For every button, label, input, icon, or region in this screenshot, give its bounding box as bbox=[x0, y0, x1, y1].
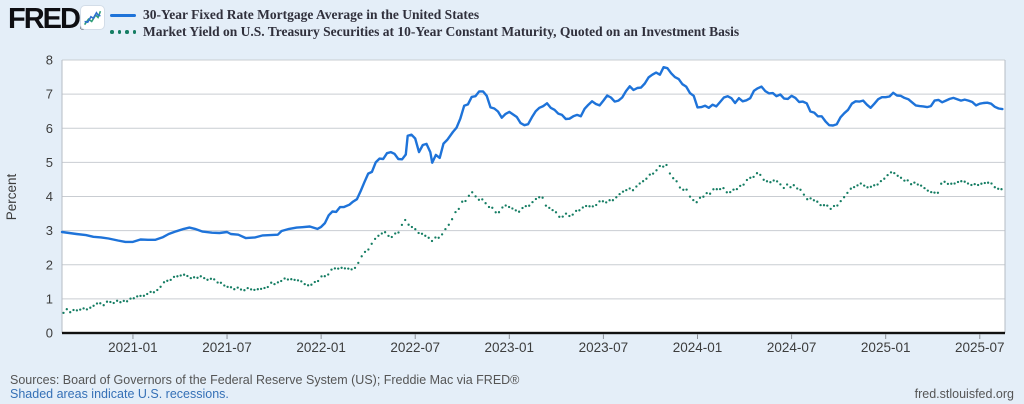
y-axis-title: Percent bbox=[4, 173, 19, 220]
fred-logo-text: FRED bbox=[8, 3, 81, 35]
y-tick-label: 7 bbox=[46, 87, 53, 102]
y-tick-label: 5 bbox=[46, 155, 53, 170]
x-tick-label: 2021-01 bbox=[108, 340, 158, 355]
y-tick-label: 8 bbox=[46, 53, 53, 68]
y-tick-label: 6 bbox=[46, 121, 53, 136]
mortgage-line-series bbox=[60, 65, 1004, 244]
y-tick-label: 3 bbox=[46, 223, 53, 238]
legend-item-mortgage: 30-Year Fixed Rate Mortgage Average in t… bbox=[110, 7, 739, 23]
y-tick-label: 1 bbox=[46, 291, 53, 306]
x-tick-label: 2022-07 bbox=[390, 340, 440, 355]
x-tick-label: 2024-07 bbox=[767, 340, 817, 355]
solid-line-swatch bbox=[110, 13, 136, 17]
x-tick-label: 2025-01 bbox=[861, 340, 911, 355]
x-tick-label: 2022-01 bbox=[296, 340, 346, 355]
recessions-link[interactable]: Shaded areas indicate U.S. recessions. bbox=[10, 387, 229, 401]
x-tick-label: 2021-07 bbox=[202, 340, 252, 355]
legend-line-swatch-blue bbox=[110, 13, 136, 17]
x-tick-label: 2025-07 bbox=[955, 340, 1005, 355]
y-tick-label: 4 bbox=[46, 189, 53, 204]
legend-dotted-swatch-green bbox=[110, 30, 136, 34]
legend-label-treasury: Market Yield on U.S. Treasury Securities… bbox=[143, 24, 740, 39]
y-tick-label: 0 bbox=[46, 326, 53, 341]
legend-item-treasury: Market Yield on U.S. Treasury Securities… bbox=[110, 24, 739, 40]
fred-logo[interactable]: FRED® bbox=[8, 2, 86, 36]
site-attribution: fred.stlouisfed.org bbox=[914, 387, 1014, 401]
sources-text: Sources: Board of Governors of the Feder… bbox=[10, 373, 520, 387]
x-tick-label: 2023-01 bbox=[485, 340, 535, 355]
chart-legend: 30-Year Fixed Rate Mortgage Average in t… bbox=[110, 7, 739, 41]
y-tick-label: 2 bbox=[46, 257, 53, 272]
fred-logo-chart-icon bbox=[80, 5, 105, 30]
x-tick-label: 2023-07 bbox=[579, 340, 629, 355]
treasury-dotted-series bbox=[62, 163, 1003, 315]
legend-label-mortgage: 30-Year Fixed Rate Mortgage Average in t… bbox=[143, 7, 480, 22]
x-tick-label: 2024-01 bbox=[673, 340, 723, 355]
